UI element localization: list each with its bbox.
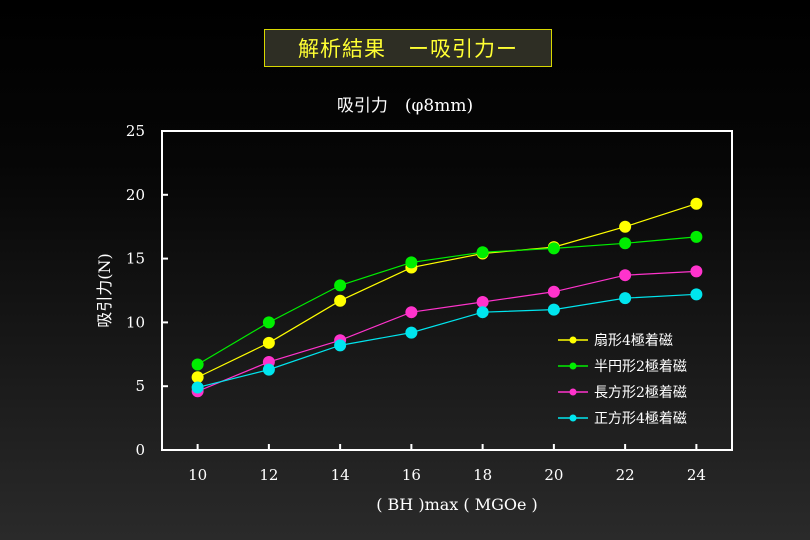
data-point	[619, 292, 632, 305]
data-point	[405, 256, 418, 269]
legend-label: 半円形2極着磁	[594, 359, 687, 375]
data-point	[262, 363, 275, 376]
data-point	[405, 306, 418, 319]
x-tick-label: 10	[188, 466, 207, 484]
x-tick-label: 20	[544, 466, 563, 484]
data-point	[476, 246, 489, 259]
data-point	[619, 220, 632, 233]
legend-label: 長方形2極着磁	[594, 385, 687, 401]
legend-marker	[569, 414, 577, 422]
series-line	[197, 270, 697, 392]
data-point	[690, 288, 703, 301]
data-point	[476, 306, 489, 319]
data-point	[405, 326, 418, 339]
data-point	[547, 285, 560, 298]
data-point	[547, 303, 560, 316]
data-point	[262, 336, 275, 349]
data-point	[690, 197, 703, 210]
x-axis-title: ( BH )max ( MGOe )	[376, 495, 538, 514]
x-tick-label: 18	[473, 466, 492, 484]
data-point	[334, 339, 347, 352]
data-point	[547, 242, 560, 255]
x-tick-label: 16	[402, 466, 421, 484]
data-point	[476, 295, 489, 308]
data-point	[334, 294, 347, 307]
legend-label: 正方形4極着磁	[594, 411, 687, 427]
y-tick-label: 25	[126, 122, 145, 140]
series-line	[197, 203, 697, 378]
y-axis-title: 吸引力(N)	[95, 253, 114, 328]
data-point	[262, 316, 275, 329]
x-tick-label: 22	[616, 466, 635, 484]
y-tick-label: 0	[135, 441, 145, 459]
plot-area-frame	[161, 130, 733, 451]
data-point	[690, 230, 703, 243]
data-point	[334, 279, 347, 292]
series-line	[197, 236, 697, 366]
legend-marker	[569, 388, 577, 396]
data-point	[619, 269, 632, 282]
legend-marker	[569, 362, 577, 370]
data-point	[690, 265, 703, 278]
x-tick-label: 24	[687, 466, 706, 484]
series-line	[197, 293, 697, 389]
page-title: 解析結果 ー吸引力ー	[298, 37, 518, 61]
y-tick-label: 5	[135, 377, 145, 395]
x-tick-label: 12	[259, 466, 278, 484]
data-point	[619, 237, 632, 250]
y-tick-label: 15	[126, 250, 145, 268]
legend-marker	[569, 336, 577, 344]
y-tick-label: 20	[126, 186, 145, 204]
chart-title: 吸引力 (φ8mm)	[336, 96, 474, 116]
data-point	[191, 371, 204, 384]
legend-label: 扇形4極着磁	[594, 333, 673, 349]
x-tick-label: 14	[331, 466, 350, 484]
y-tick-label: 10	[126, 313, 145, 331]
title-banner: 解析結果 ー吸引力ー	[264, 29, 552, 67]
data-point	[191, 381, 204, 394]
data-point	[191, 358, 204, 371]
